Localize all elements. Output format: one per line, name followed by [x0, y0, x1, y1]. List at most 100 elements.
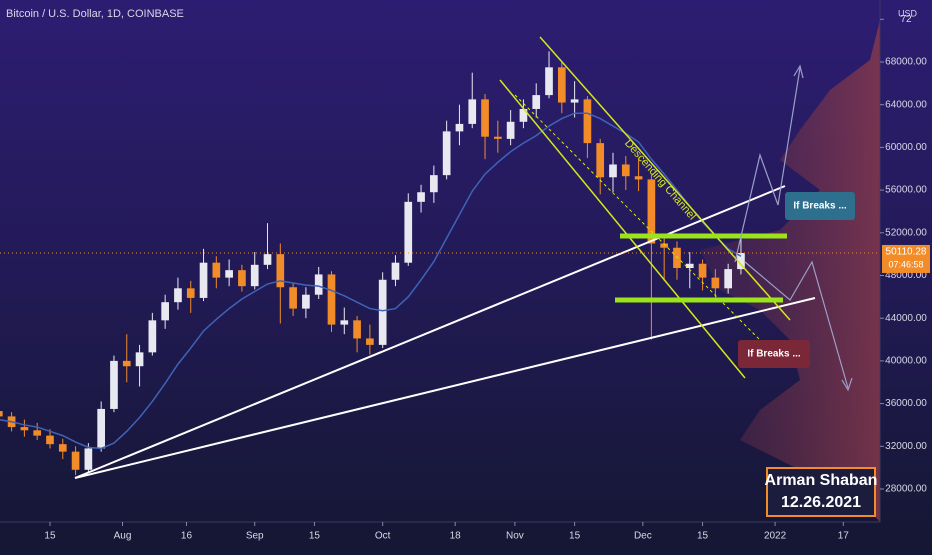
y-tick-label: 56000.00 — [885, 185, 927, 196]
candle-body — [212, 262, 221, 278]
callout-box — [738, 340, 810, 368]
candle-body — [621, 164, 630, 177]
candle-body — [468, 99, 477, 124]
candle-body — [596, 143, 605, 178]
arrow-head — [793, 64, 804, 79]
candle-body — [340, 320, 349, 325]
channel-midline — [514, 94, 771, 351]
arrow-head — [841, 377, 853, 392]
candle-body — [557, 67, 566, 103]
plot-area — [0, 51, 745, 476]
candle-body — [481, 99, 489, 137]
projection-down — [744, 260, 849, 389]
author: Arman Shaban — [765, 472, 878, 489]
candle-body — [698, 263, 707, 278]
volume-profile — [700, 20, 880, 522]
candle-body — [417, 192, 425, 202]
candle-body — [289, 287, 297, 309]
y-tick-label: 64000.00 — [885, 99, 927, 110]
candle-body — [327, 274, 336, 325]
y-tick-label: 72 — [900, 14, 912, 25]
candle-body — [493, 136, 502, 139]
candle-body — [353, 320, 361, 339]
y-tick-label: 32000.00 — [885, 441, 927, 452]
candle-body — [570, 99, 579, 103]
candle-body — [46, 435, 54, 445]
last-price-label: 50110.28 — [886, 247, 927, 258]
x-tick-label: 15 — [44, 531, 56, 542]
last-price-box — [882, 244, 930, 273]
x-tick-label: 18 — [450, 531, 462, 542]
x-tick-label: 17 — [838, 531, 850, 542]
candle-body — [685, 263, 694, 269]
countdown: 07:46:58 — [888, 259, 923, 269]
candle-body — [135, 352, 144, 367]
x-tick-label: Aug — [114, 531, 132, 542]
candle-body — [391, 262, 400, 280]
candle-body — [122, 360, 131, 367]
y-tick-label: 48000.00 — [885, 270, 927, 281]
y-tick-label: 68000.00 — [885, 57, 927, 68]
y-tick-label: 36000.00 — [885, 398, 927, 409]
author-box — [766, 467, 876, 517]
candle-body — [737, 252, 745, 270]
candle-body — [609, 164, 617, 178]
callout-text: If Breaks ... — [747, 349, 801, 360]
candle-body — [430, 175, 438, 193]
candle-body — [314, 274, 323, 295]
y-tick-label: 28000.00 — [885, 484, 927, 495]
y-tick-label: 40000.00 — [885, 356, 927, 367]
candle-body — [174, 288, 182, 303]
candle-body — [58, 444, 67, 452]
candle-body — [724, 269, 732, 289]
unit: USD — [898, 8, 918, 18]
date: 12.26.2021 — [781, 494, 861, 511]
x-tick-label: Nov — [506, 531, 524, 542]
candle-body — [110, 360, 118, 409]
trend-line — [74, 297, 816, 479]
candle-body — [20, 427, 29, 431]
candle-body — [455, 123, 464, 132]
candle-body — [250, 264, 259, 287]
moving-average — [0, 112, 742, 450]
candle-body — [238, 270, 246, 287]
candle-body — [199, 262, 208, 298]
candle-body — [97, 408, 106, 449]
callout-text: If Breaks ... — [793, 201, 847, 212]
candle-body — [634, 176, 643, 180]
projection-up — [734, 67, 801, 263]
candle-body — [545, 67, 553, 96]
candle-body — [0, 411, 3, 417]
channel-line — [499, 79, 746, 379]
candle-body — [673, 247, 681, 269]
callout-box — [785, 192, 855, 220]
x-tick-label: Sep — [246, 531, 264, 542]
candle-body — [532, 95, 541, 109]
candle-body — [366, 338, 374, 345]
x-tick-label: 16 — [181, 531, 193, 542]
candle-body — [263, 254, 272, 265]
candle-body — [33, 430, 42, 436]
candle-body — [186, 288, 195, 298]
candle-body — [660, 243, 669, 248]
candle-body — [519, 108, 528, 122]
y-tick-label: 60000.00 — [885, 142, 927, 153]
candle-body — [404, 201, 413, 263]
x-tick-label: Dec — [634, 531, 652, 542]
candle-body — [84, 448, 93, 470]
candle-body — [161, 302, 169, 321]
x-tick-label: 15 — [569, 531, 581, 542]
candle-body — [302, 294, 310, 309]
candle-body — [647, 179, 656, 244]
x-tick-label: 2022 — [764, 531, 787, 542]
x-tick-label: 15 — [697, 531, 709, 542]
candle-body — [378, 279, 387, 345]
x-tick-label: 15 — [309, 531, 321, 542]
y-tick-label: 44000.00 — [885, 313, 927, 324]
drawings — [74, 36, 853, 479]
candle-body — [71, 451, 80, 470]
candle-body — [506, 121, 515, 139]
x-tick-label: Oct — [375, 531, 391, 542]
y-tick-label: 52000.00 — [885, 227, 927, 238]
